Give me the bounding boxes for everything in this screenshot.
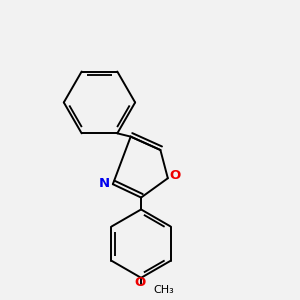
Text: N: N xyxy=(99,177,110,190)
Text: CH₃: CH₃ xyxy=(153,285,174,295)
Text: O: O xyxy=(169,169,181,182)
Text: O: O xyxy=(135,276,146,289)
